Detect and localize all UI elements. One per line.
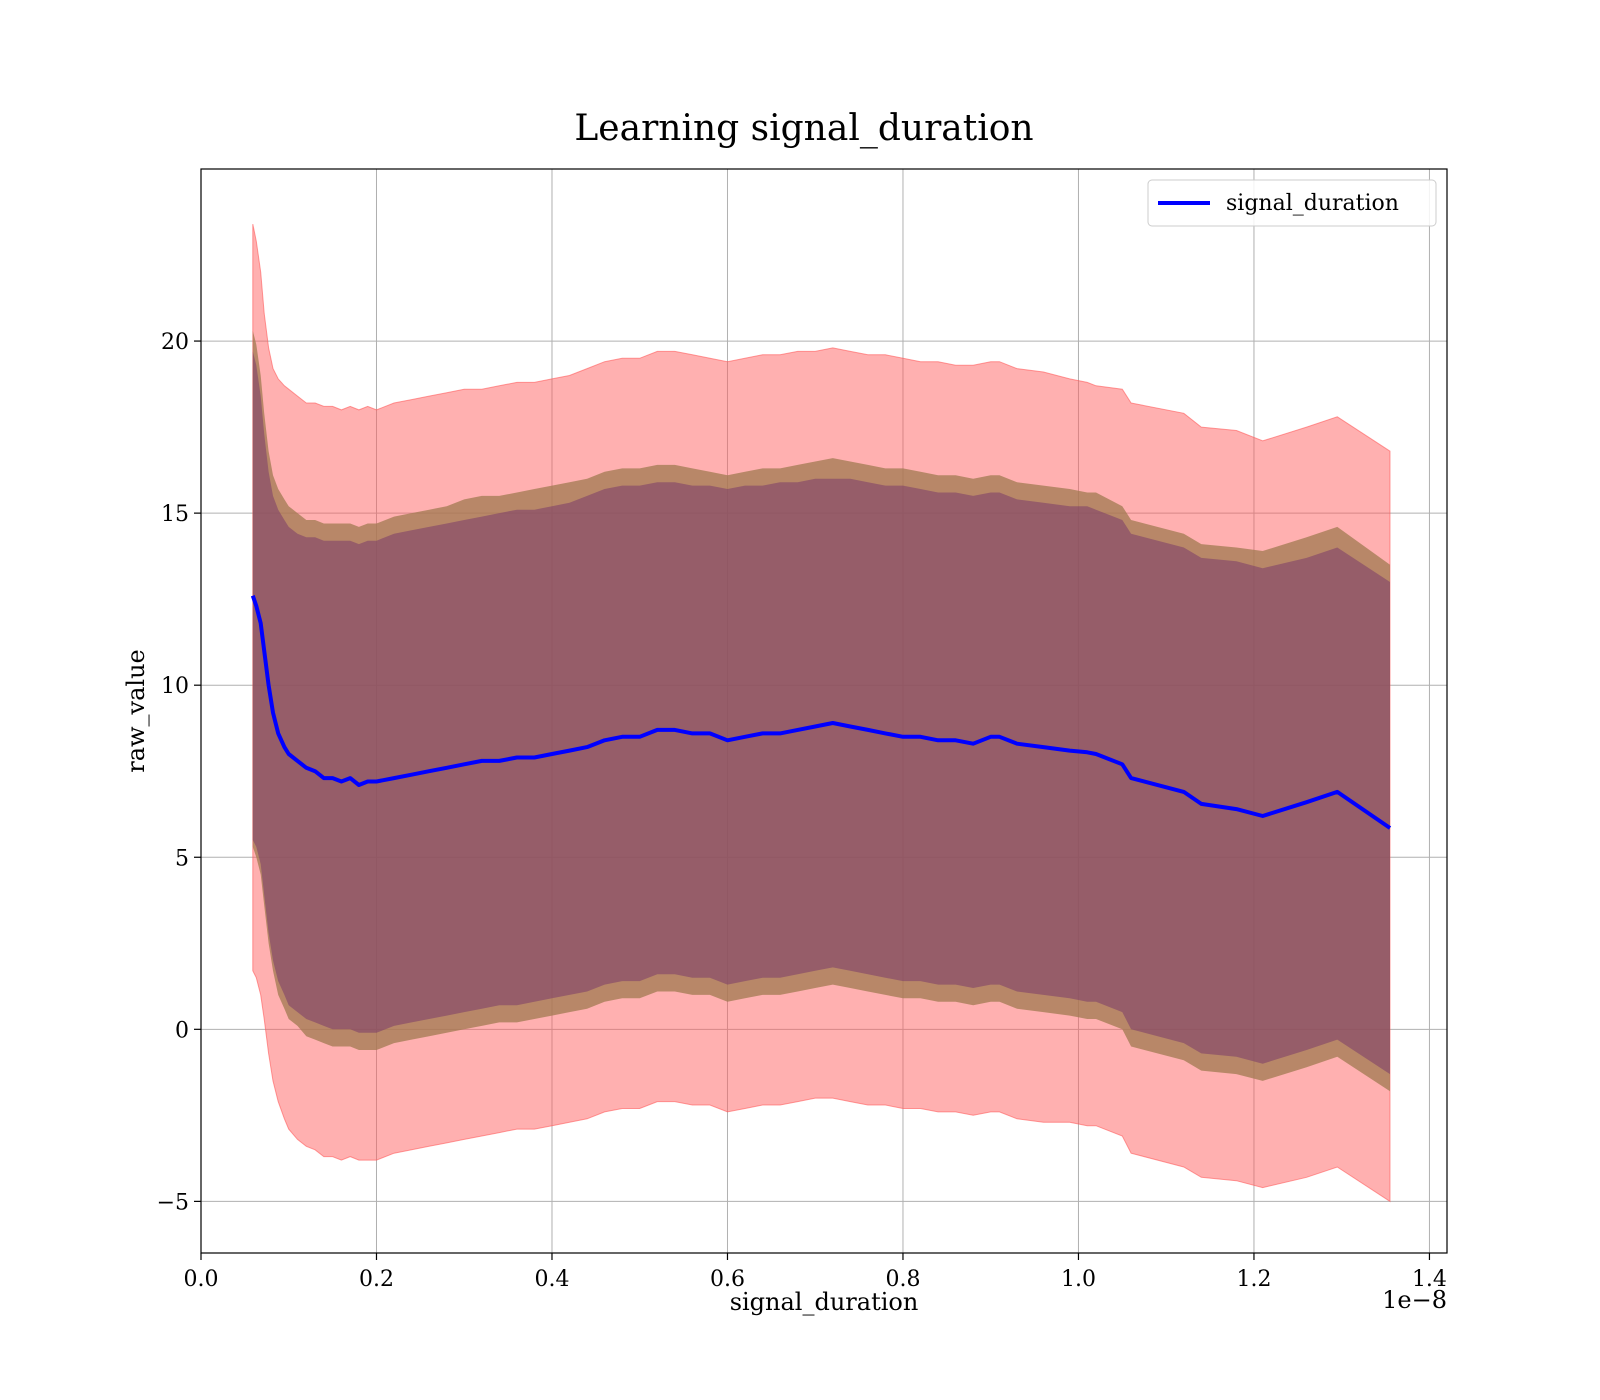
x-tick-label: 1.2: [1236, 1267, 1271, 1292]
legend-entry-signal-duration: signal_duration: [1226, 191, 1399, 216]
legend-box: [1147, 179, 1437, 227]
y-tick-label: −5: [157, 1190, 189, 1215]
legend: signal_duration: [1147, 179, 1437, 227]
x-axis-offset-label: 1e−8: [1382, 1286, 1447, 1314]
x-tick-label: 0.2: [359, 1267, 394, 1292]
x-axis-label: signal_duration: [730, 1288, 919, 1316]
y-axis-label: raw_value: [122, 649, 150, 773]
x-tick-label: 0.6: [710, 1267, 745, 1292]
y-tick-label: 15: [161, 502, 189, 527]
inner-confidence-band: [252, 351, 1390, 1075]
y-tick-label: 10: [161, 674, 189, 699]
x-tick-label: 1.0: [1061, 1267, 1096, 1292]
y-tick-label: 0: [175, 1018, 189, 1043]
series-lines: [250, 595, 1392, 830]
y-axis-ticks: −5 0 5 10 15 20: [157, 330, 201, 1215]
x-axis-ticks: 0.0 0.2 0.4 0.6 0.8 1.0 1.2 1.4: [184, 1253, 1447, 1292]
plot-frame: [200, 168, 1448, 1254]
y-tick-label: 5: [175, 846, 189, 871]
x-tick-label: 1.4: [1412, 1267, 1447, 1292]
chart-title: Learning signal_duration: [574, 108, 1033, 149]
x-tick-label: 0.8: [885, 1267, 920, 1292]
confidence-bands: [252, 224, 1391, 1203]
series-line-signal-duration: [250, 595, 1392, 830]
x-tick-label: 0.4: [534, 1267, 569, 1292]
x-tick-label: 0.0: [184, 1267, 219, 1292]
y-tick-label: 20: [161, 330, 189, 355]
